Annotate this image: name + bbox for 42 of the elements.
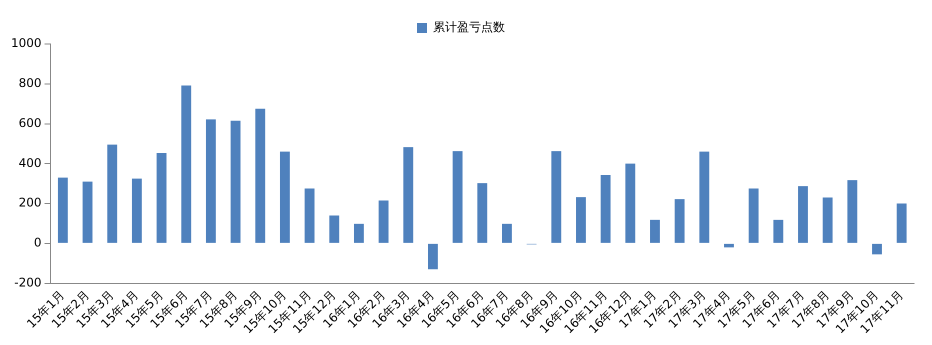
bar xyxy=(773,220,784,243)
bar xyxy=(576,197,586,243)
bar xyxy=(872,244,882,254)
bar xyxy=(280,152,290,243)
bar xyxy=(674,199,685,243)
y-tick-label: -200 xyxy=(14,275,42,290)
bar xyxy=(181,85,192,243)
bar xyxy=(230,120,240,243)
bar xyxy=(206,119,216,243)
bar xyxy=(403,147,414,243)
bar xyxy=(748,188,759,243)
bar xyxy=(452,151,463,243)
bar xyxy=(798,186,808,243)
y-tick-label: 200 xyxy=(18,196,42,210)
bar xyxy=(354,224,364,243)
bar xyxy=(625,164,636,243)
y-tick-label: 800 xyxy=(18,76,42,90)
bar xyxy=(156,153,166,243)
y-tick-label: 0 xyxy=(34,236,42,250)
y-tick-label: 600 xyxy=(18,116,42,130)
bar xyxy=(699,152,710,243)
bar xyxy=(551,151,562,243)
bar xyxy=(378,200,389,243)
bar xyxy=(428,244,438,270)
bar xyxy=(132,178,142,243)
bar xyxy=(107,144,118,243)
bar xyxy=(58,178,68,243)
bar xyxy=(896,204,907,243)
bar xyxy=(304,188,315,243)
bar xyxy=(82,182,92,243)
bar xyxy=(502,224,512,243)
y-tick-label: 400 xyxy=(18,156,42,170)
bar xyxy=(724,244,734,248)
bar xyxy=(255,108,266,243)
bar xyxy=(477,183,488,243)
legend-label: 累计盈亏点数 xyxy=(433,20,505,34)
bar xyxy=(847,180,858,243)
bar xyxy=(600,174,611,243)
y-tick-label: 1000 xyxy=(10,36,42,50)
bar xyxy=(822,198,833,243)
bar xyxy=(329,215,340,243)
bar xyxy=(650,220,660,243)
